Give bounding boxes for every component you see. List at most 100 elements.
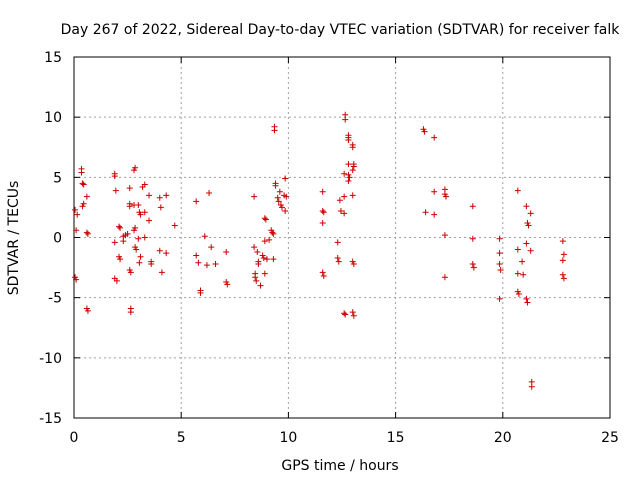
data-point bbox=[252, 274, 259, 281]
data-point bbox=[120, 238, 127, 245]
data-point bbox=[146, 192, 153, 199]
data-point bbox=[83, 229, 90, 236]
y-axis-label: SDTVAR / TECUs bbox=[6, 181, 22, 296]
data-point bbox=[345, 177, 352, 184]
data-point bbox=[431, 188, 438, 195]
data-point bbox=[523, 295, 530, 302]
data-point bbox=[514, 270, 521, 277]
data-point bbox=[520, 271, 527, 278]
data-point bbox=[350, 163, 357, 170]
data-point bbox=[528, 383, 535, 390]
data-point bbox=[84, 230, 91, 237]
data-point bbox=[469, 235, 476, 242]
data-point bbox=[496, 295, 503, 302]
data-point bbox=[270, 256, 277, 263]
data-point bbox=[514, 246, 521, 253]
y-tick-label: -15 bbox=[39, 411, 62, 427]
data-point bbox=[282, 175, 289, 182]
data-point bbox=[496, 235, 503, 242]
data-points bbox=[72, 111, 567, 390]
data-point bbox=[560, 251, 567, 258]
data-point bbox=[163, 192, 170, 199]
data-point bbox=[275, 198, 282, 205]
data-point bbox=[319, 220, 326, 227]
data-point bbox=[141, 209, 148, 216]
data-point bbox=[135, 202, 142, 209]
data-point bbox=[496, 260, 503, 267]
data-point bbox=[137, 211, 144, 218]
data-point bbox=[266, 236, 273, 243]
y-tick-label: 0 bbox=[53, 231, 62, 247]
data-point bbox=[201, 233, 208, 240]
data-point bbox=[263, 256, 270, 263]
data-point bbox=[442, 193, 449, 200]
data-point bbox=[73, 227, 80, 234]
data-point bbox=[350, 312, 357, 319]
data-point bbox=[274, 194, 281, 201]
data-point bbox=[271, 127, 278, 134]
data-point bbox=[337, 208, 344, 215]
data-point bbox=[527, 247, 534, 254]
data-point bbox=[158, 269, 165, 276]
data-point bbox=[251, 244, 258, 251]
data-point bbox=[113, 277, 120, 284]
data-point bbox=[135, 235, 142, 242]
data-point bbox=[422, 209, 429, 216]
data-point bbox=[441, 232, 448, 239]
data-point bbox=[469, 203, 476, 210]
data-point bbox=[496, 250, 503, 257]
data-point bbox=[342, 116, 349, 123]
y-tick-label: 10 bbox=[44, 110, 62, 126]
data-point bbox=[112, 187, 119, 194]
data-point bbox=[253, 277, 260, 284]
chart-title: Day 267 of 2022, Sidereal Day-to-day VTE… bbox=[61, 22, 621, 38]
data-point bbox=[349, 144, 356, 151]
data-point bbox=[212, 260, 219, 267]
data-point bbox=[514, 187, 521, 194]
data-point bbox=[141, 181, 148, 188]
data-point bbox=[131, 227, 138, 234]
x-tick-label: 10 bbox=[279, 430, 297, 446]
data-point bbox=[283, 193, 290, 200]
y-tick-label: -5 bbox=[48, 291, 62, 307]
data-point bbox=[349, 309, 356, 316]
data-point bbox=[319, 269, 326, 276]
data-point bbox=[126, 185, 133, 192]
data-point bbox=[80, 200, 87, 207]
data-point bbox=[127, 309, 134, 316]
data-point bbox=[163, 250, 170, 257]
data-point bbox=[282, 208, 289, 215]
data-point bbox=[136, 259, 143, 266]
data-point bbox=[193, 252, 200, 259]
data-point bbox=[523, 240, 530, 247]
data-point bbox=[261, 270, 268, 277]
data-point bbox=[195, 259, 202, 266]
data-point bbox=[319, 188, 326, 195]
data-point bbox=[74, 211, 81, 218]
x-axis-label: GPS time / hours bbox=[281, 458, 398, 474]
data-point bbox=[124, 230, 131, 237]
data-point bbox=[350, 260, 357, 267]
data-point bbox=[156, 194, 163, 201]
data-point bbox=[342, 311, 349, 318]
y-tick-label: -10 bbox=[39, 351, 62, 367]
data-point bbox=[146, 217, 153, 224]
data-point bbox=[523, 203, 530, 210]
data-point bbox=[334, 254, 341, 261]
data-point bbox=[84, 307, 91, 314]
data-point bbox=[260, 254, 267, 261]
data-point bbox=[341, 170, 348, 177]
data-point bbox=[524, 299, 531, 306]
data-point bbox=[117, 256, 124, 263]
data-point bbox=[559, 257, 566, 264]
data-point bbox=[431, 211, 438, 218]
data-point bbox=[276, 188, 283, 195]
data-point bbox=[335, 258, 342, 265]
data-point bbox=[349, 192, 356, 199]
data-point bbox=[559, 271, 566, 278]
data-point bbox=[470, 264, 477, 271]
data-point bbox=[270, 230, 277, 237]
axis-ticks: 0 5 10 15 20 25 -15 -10 -5 0 5 10 15 bbox=[39, 50, 619, 446]
data-point bbox=[79, 180, 86, 187]
